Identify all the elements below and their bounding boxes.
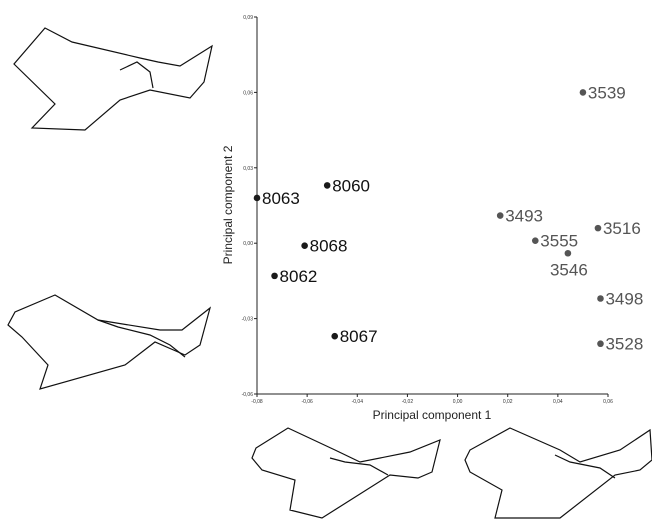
data-point — [597, 295, 604, 302]
point-label: 3493 — [505, 207, 543, 226]
x-tick-label: 0,04 — [553, 399, 563, 405]
x-tick-label: -0,02 — [402, 399, 414, 405]
point-label: 8060 — [332, 176, 370, 195]
point-label: 8062 — [280, 267, 318, 286]
y-tick-label: -0,06 — [242, 392, 254, 398]
data-point — [323, 182, 331, 189]
y-tick-label: 0,09 — [243, 15, 253, 21]
point-label: 3546 — [550, 260, 588, 279]
axes — [256, 17, 608, 395]
x-tick-label: -0,06 — [301, 399, 313, 405]
x-tick-label: -0,04 — [352, 399, 364, 405]
data-point — [331, 332, 339, 340]
data-point — [496, 212, 504, 219]
data-point — [271, 272, 278, 280]
point-label: 3555 — [540, 232, 578, 251]
data-point — [597, 340, 604, 348]
data-point — [594, 224, 602, 232]
fish-outline-icon — [7, 294, 212, 390]
fish-outline-icon — [13, 27, 213, 131]
point-label: 8067 — [340, 327, 378, 346]
data-point — [531, 237, 539, 244]
y-tick-label: 0,00 — [243, 241, 253, 247]
data-point — [564, 249, 572, 257]
point-label: 3498 — [605, 289, 643, 308]
x-tick-label: -0,08 — [251, 399, 263, 405]
y-axis-label: Principal component 2 — [221, 145, 235, 264]
point-label: 8068 — [310, 237, 348, 256]
x-tick-label: 0,06 — [603, 399, 613, 405]
data-point — [301, 242, 308, 250]
y-tick-label: -0,03 — [242, 317, 254, 323]
data-point — [579, 89, 587, 96]
point-label: 3528 — [605, 335, 643, 354]
point-label: 3516 — [603, 219, 641, 238]
x-tick-label: 0,00 — [453, 399, 463, 405]
fish-outline-icon — [251, 427, 441, 519]
x-axis-label: Principal component 1 — [373, 408, 492, 422]
fish-outline-icon — [464, 427, 652, 519]
point-label: 3539 — [588, 83, 626, 102]
data-point — [253, 194, 261, 202]
y-tick-label: 0,03 — [243, 166, 253, 172]
y-tick-label: 0,06 — [243, 90, 253, 96]
x-tick-label: 0,02 — [503, 399, 513, 405]
point-label: 8063 — [262, 189, 300, 208]
